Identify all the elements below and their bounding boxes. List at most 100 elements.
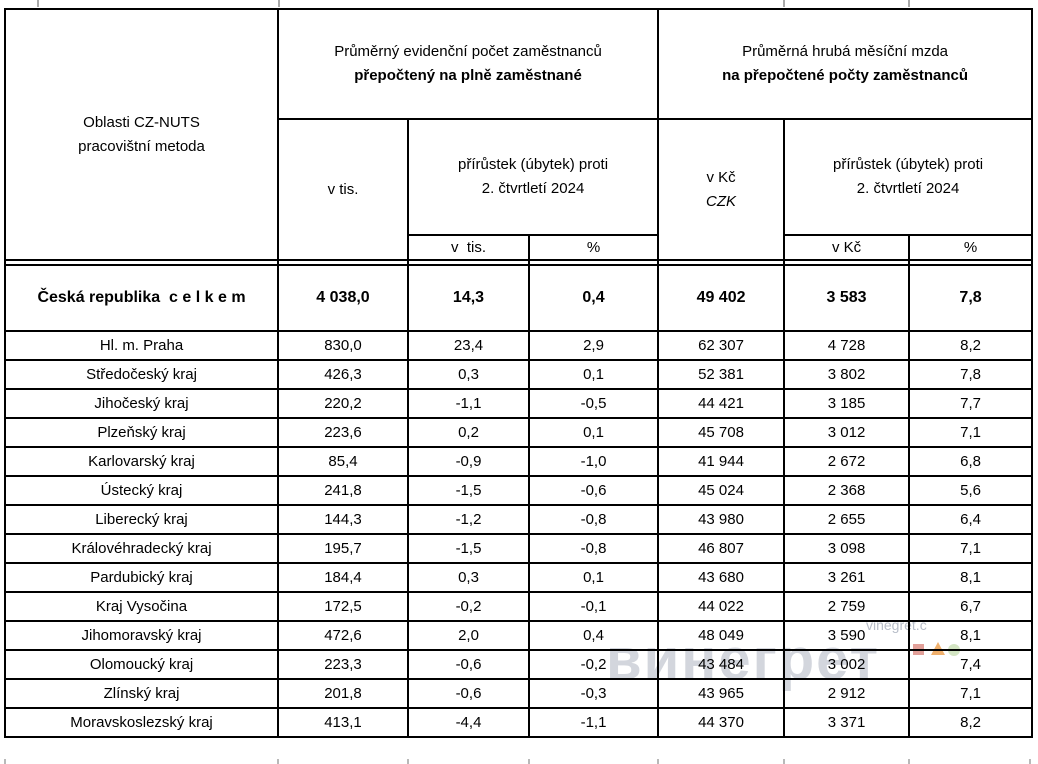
- employees-group-header: Průměrný evidenční počet zaměstnanců pře…: [276, 8, 660, 120]
- wage-unit-line2: CZK: [706, 192, 737, 210]
- value-cell: 3 371: [783, 707, 911, 738]
- value-cell: 0,3: [407, 359, 530, 390]
- value-cell: 8,1: [908, 620, 1034, 651]
- value-cell: 0,4: [527, 620, 660, 651]
- value-cell: -0,3: [527, 678, 660, 709]
- crop-tick: [908, 0, 910, 7]
- crop-tick: [783, 759, 785, 764]
- value-cell: 0,4: [527, 264, 660, 332]
- region-cell: Jihočeský kraj: [4, 388, 279, 419]
- value-cell: -1,5: [407, 475, 530, 506]
- value-cell: -1,5: [407, 533, 530, 564]
- total-row: Česká republika c e l k e m 4 038,0 14,3…: [4, 264, 1034, 332]
- region-cell: Jihomoravský kraj: [4, 620, 279, 651]
- value-cell: 41 944: [657, 446, 786, 477]
- value-cell: 2 759: [783, 591, 911, 622]
- value-cell: -1,2: [407, 504, 530, 535]
- crop-tick: [37, 0, 39, 7]
- region-cell: Plzeňský kraj: [4, 417, 279, 448]
- value-cell: 23,4: [407, 330, 530, 361]
- region-cell: Královéhradecký kraj: [4, 533, 279, 564]
- table-row: Zlínský kraj 201,8 -0,6 -0,3 43 965 2 91…: [4, 678, 1034, 709]
- table-row: Liberecký kraj 144,3 -1,2 -0,8 43 980 2 …: [4, 504, 1034, 535]
- table-row: Olomoucký kraj 223,3 -0,6 -0,2 43 484 3 …: [4, 649, 1034, 680]
- table-row: Karlovarský kraj 85,4 -0,9 -1,0 41 944 2…: [4, 446, 1034, 477]
- value-cell: 2,0: [407, 620, 530, 651]
- value-cell: 6,8: [908, 446, 1034, 477]
- value-cell: 62 307: [657, 330, 786, 361]
- value-cell: -0,6: [527, 475, 660, 506]
- wage-unit-line1: v Kč: [706, 168, 736, 186]
- separator-row: [4, 259, 1034, 266]
- value-cell: 7,8: [908, 264, 1034, 332]
- region-cell: Hl. m. Praha: [4, 330, 279, 361]
- table-row: Kraj Vysočina 172,5 -0,2 -0,1 44 022 2 7…: [4, 591, 1034, 622]
- value-cell: 7,8: [908, 359, 1034, 390]
- value-cell: 43 965: [657, 678, 786, 709]
- value-cell: -0,8: [527, 533, 660, 564]
- value-cell: 3 583: [783, 264, 911, 332]
- table-row: Královéhradecký kraj 195,7 -1,5 -0,8 46 …: [4, 533, 1034, 564]
- value-cell: 48 049: [657, 620, 786, 651]
- table-row: Středočeský kraj 426,3 0,3 0,1 52 381 3 …: [4, 359, 1034, 390]
- value-cell: 7,4: [908, 649, 1034, 680]
- value-cell: 44 421: [657, 388, 786, 419]
- region-cell: Pardubický kraj: [4, 562, 279, 593]
- region-cell: Liberecký kraj: [4, 504, 279, 535]
- value-cell: 4 728: [783, 330, 911, 361]
- column-header: v tis.: [407, 234, 530, 261]
- crop-tick: [1029, 759, 1031, 764]
- value-cell: 4 038,0: [277, 264, 409, 332]
- value-cell: 7,1: [908, 678, 1034, 709]
- employees-unit-header: v tis.: [277, 118, 409, 261]
- value-cell: -1,1: [527, 707, 660, 738]
- value-cell: 2 912: [783, 678, 911, 709]
- value-cell: 7,1: [908, 417, 1034, 448]
- unit-header-row: v tis. přírůstek (úbytek) proti 2. čtvrt…: [5, 118, 1034, 261]
- region-cell: Středočeský kraj: [4, 359, 279, 390]
- value-cell: 2 368: [783, 475, 911, 506]
- value-cell: 7,1: [908, 533, 1034, 564]
- value-cell: 3 012: [783, 417, 911, 448]
- value-cell: -0,6: [407, 649, 530, 680]
- value-cell: 0,3: [407, 562, 530, 593]
- value-cell: -4,4: [407, 707, 530, 738]
- value-cell: 45 024: [657, 475, 786, 506]
- value-cell: -1,0: [527, 446, 660, 477]
- employees-delta-line1: přírůstek (úbytek) proti: [457, 156, 609, 173]
- region-cell: Kraj Vysočina: [4, 591, 279, 622]
- separator-cell: [908, 259, 1034, 266]
- value-cell: 43 980: [657, 504, 786, 535]
- value-cell: 195,7: [277, 533, 409, 564]
- region-cell: Karlovarský kraj: [4, 446, 279, 477]
- wage-group-header: Průměrná hrubá měsíční mzda na přepočten…: [657, 8, 1034, 120]
- value-cell: 7,7: [908, 388, 1034, 419]
- separator-cell: [657, 259, 786, 266]
- value-cell: 0,2: [407, 417, 530, 448]
- value-cell: -0,5: [527, 388, 660, 419]
- employees-delta-line2: 2. čtvrtletí 2024: [481, 180, 585, 197]
- wage-group-line2: na přepočtené počty zaměstnanců: [722, 67, 968, 84]
- crop-tick: [908, 759, 910, 764]
- crop-tick: [278, 0, 280, 7]
- value-cell: 413,1: [277, 707, 409, 738]
- table-row: Jihomoravský kraj 472,6 2,0 0,4 48 049 3…: [4, 620, 1034, 651]
- employees-group-line1: Průměrný evidenční počet zaměstnanců: [334, 43, 602, 60]
- value-cell: 3 802: [783, 359, 911, 390]
- region-cell: Ústecký kraj: [4, 475, 279, 506]
- value-cell: -1,1: [407, 388, 530, 419]
- crop-tick: [528, 759, 530, 764]
- value-cell: 201,8: [277, 678, 409, 709]
- region-cell: Olomoucký kraj: [4, 649, 279, 680]
- value-cell: 0,1: [527, 562, 660, 593]
- value-cell: 144,3: [277, 504, 409, 535]
- regional-stats-table: Oblasti CZ-NUTS pracovištní metoda Průmě…: [4, 8, 1034, 738]
- value-cell: 44 370: [657, 707, 786, 738]
- crop-tick: [657, 759, 659, 764]
- value-cell: 43 680: [657, 562, 786, 593]
- value-cell: 223,3: [277, 649, 409, 680]
- value-cell: 172,5: [277, 591, 409, 622]
- sub-unit-header-row: v tis. % v Kč %: [5, 234, 1034, 261]
- value-cell: 43 484: [657, 649, 786, 680]
- separator-cell: [277, 259, 409, 266]
